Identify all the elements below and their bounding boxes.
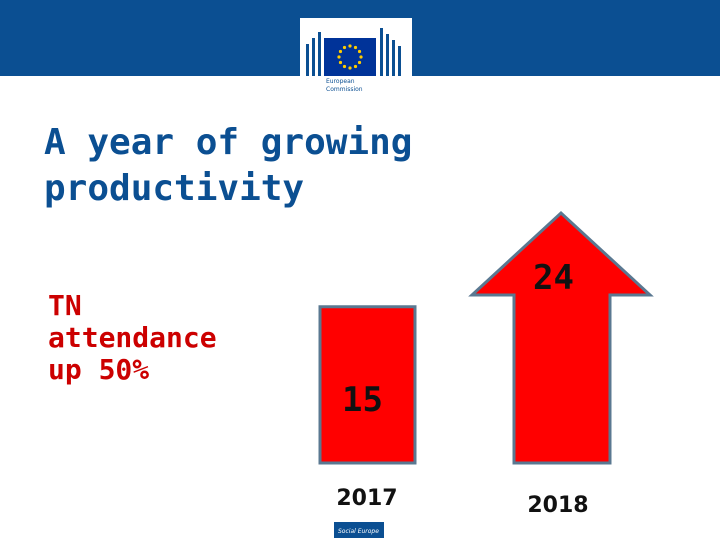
bar-arrow-2018 [472, 213, 650, 463]
value-label-2018: 24 [533, 258, 574, 298]
social-europe-logo-text: Social Europe [338, 528, 379, 535]
category-label-2017: 2017 [336, 486, 397, 511]
value-label-2017: 15 [342, 380, 383, 420]
social-europe-logo: Social Europe [334, 522, 384, 538]
category-label-2018: 2018 [527, 493, 588, 518]
